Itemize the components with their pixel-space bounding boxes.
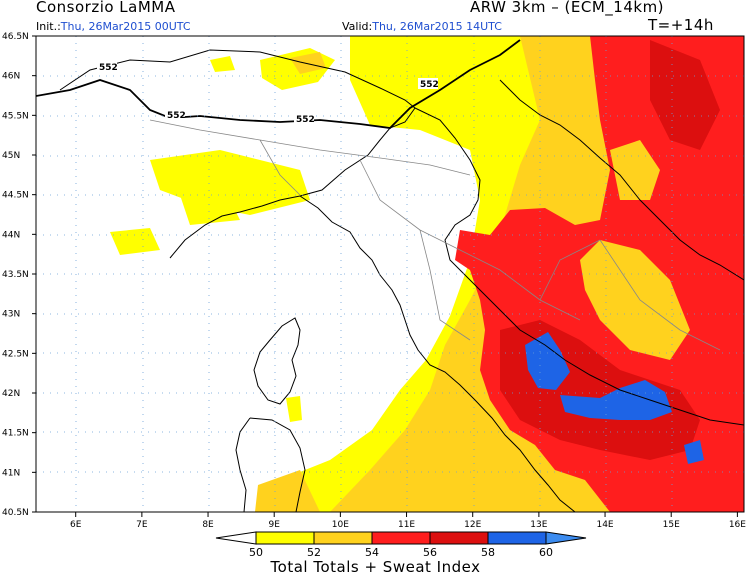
lon-tick-label: 14E [596,520,613,530]
lon-tick-label: 6E [70,520,82,530]
contour-552 [36,39,521,129]
valid-time: Valid:Thu, 26Mar2015 14UTC [342,20,502,33]
lon-tick-label: 9E [268,520,280,530]
lat-tick-label: 43N [2,310,20,320]
init-value: Thu, 26Mar2015 00UTC [60,20,191,33]
contour-label-bg-1 [97,61,117,72]
lat-tick-label: 40.5N [2,508,29,518]
lon-tick-label: 16E [729,520,746,530]
lat-tick-label: 44.5N [2,191,29,201]
valid-value: Thu, 26Mar2015 14UTC [372,20,502,33]
lat-tick-label: 43.5N [2,270,29,280]
lon-tick-label: 12E [464,520,481,530]
lat-tick-label: 45N [2,151,20,161]
contour-label-bg-2 [165,109,185,120]
map-field [36,36,744,512]
lat-tick-label: 41N [2,468,20,478]
regional-borders [149,119,721,351]
lat-tick-label: 41.5N [2,429,29,439]
init-time: Init.:Thu, 26Mar2015 00UTC [36,20,191,33]
lon-tick-label: 11E [398,520,415,530]
field-blue [525,332,704,464]
init-label: Init.: [36,20,61,33]
forecast-map: 552 552 552 552 6E 7E 8E 9E 10E 11E 12E 13E 14E 1… [2,32,746,530]
lat-tick-label: 46N [2,72,20,82]
field-gold-inner [580,140,690,360]
coastline-sardinia [235,417,306,512]
coastline-corsica [253,317,301,405]
contour-label-bg-3 [294,113,314,124]
lon-tick-label: 8E [202,520,214,530]
lat-tick-label: 42N [2,389,20,399]
lon-tick-label: 10E [332,520,349,530]
colorbar-title: Total Totals + Sweat Index [270,558,481,576]
contour-label-1: 552 [99,63,118,73]
contour-label-3: 552 [296,115,315,125]
contour-label-4: 552 [420,80,439,90]
graticule [36,36,744,512]
lat-tick-label: 42.5N [2,349,29,359]
contour-label-2: 552 [167,111,186,121]
lon-tick-label: 15E [663,520,680,530]
lon-tick-label: 7E [136,520,148,530]
lat-tick-label: 46.5N [2,32,29,42]
lon-tick-label: 13E [530,520,547,530]
contour-label-bg-4 [418,78,438,89]
valid-label: Valid: [342,20,373,33]
model-title: ARW 3km – (ECM_14km) [470,0,665,16]
axis-ticks: 6E 7E 8E 9E 10E 11E 12E 13E 14E 15E 16E 46.5N 46N 45.… [2,32,746,530]
lat-tick-label: 44N [2,230,20,240]
producer-title: Consorzio LaMMA [36,0,176,16]
lat-tick-label: 45.5N [2,111,29,121]
lead-time: T=+14h [648,16,714,34]
